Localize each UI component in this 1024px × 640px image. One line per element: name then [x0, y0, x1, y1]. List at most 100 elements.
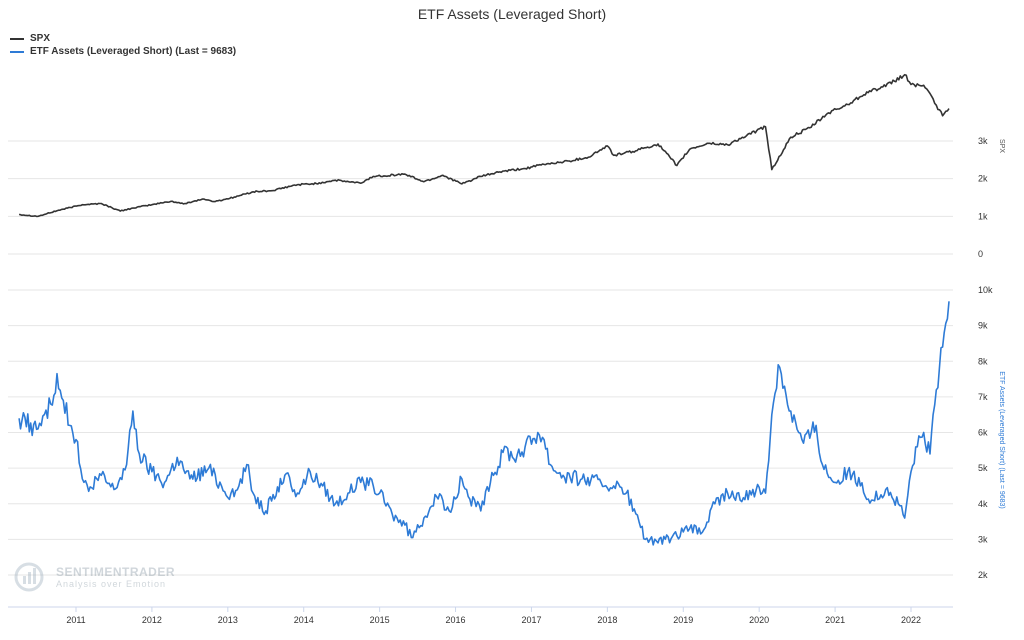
y-tick-label-bottom-5: 7k [978, 392, 988, 402]
data-point-top-21 [423, 181, 425, 183]
data-point-bottom-69 [803, 442, 805, 444]
data-point-bottom-61 [727, 492, 729, 494]
data-point-bottom-38 [448, 510, 450, 512]
data-point-top-43 [828, 112, 830, 114]
y-tick-label-bottom-0: 2k [978, 570, 988, 580]
legend: SPX ETF Assets (Leveraged Short) (Last =… [10, 32, 236, 58]
data-point-bottom-8 [88, 491, 90, 493]
y-axis-title-top: SPX [998, 139, 1005, 153]
y-tick-label-bottom-2: 4k [978, 499, 988, 509]
data-point-top-41 [790, 136, 792, 138]
data-point-bottom-77 [898, 503, 900, 505]
data-point-bottom-51 [600, 482, 602, 484]
series-line-top-0 [18, 73, 950, 218]
x-tick-label-3: 2014 [294, 615, 314, 625]
data-point-top-32 [632, 151, 634, 153]
data-point-bottom-74 [860, 485, 862, 487]
legend-item-spx[interactable]: SPX [10, 32, 236, 45]
data-point-top-0 [18, 214, 20, 216]
data-point-top-31 [613, 155, 615, 157]
data-point-bottom-53 [626, 492, 628, 494]
legend-swatch-etf-assets [10, 50, 24, 53]
data-point-bottom-59 [702, 532, 704, 534]
data-point-bottom-45 [524, 446, 526, 448]
data-point-top-49 [923, 85, 925, 87]
legend-swatch-spx [10, 37, 24, 40]
x-tick-label-1: 2012 [142, 615, 162, 625]
data-point-bottom-23 [265, 510, 267, 512]
data-point-bottom-46 [537, 432, 539, 434]
axis-layer: 0 1k 2k 3k SPX 2k 3k 4k 5k 6k 7k 8k 9k 10k ETF Assets … [8, 136, 1005, 625]
data-point-top-51 [942, 115, 944, 117]
data-point-bottom-10 [113, 489, 115, 491]
data-point-top-14 [271, 190, 273, 192]
legend-item-etf-assets[interactable]: ETF Assets (Leveraged Short) (Last = 968… [10, 45, 236, 58]
data-point-bottom-24 [284, 475, 286, 477]
data-point-top-33 [657, 143, 659, 145]
data-point-bottom-81 [923, 432, 925, 434]
legend-label-etf-assets: ETF Assets (Leveraged Short) (Last = 968… [30, 46, 237, 57]
data-point-top-4 [101, 203, 103, 205]
data-point-top-39 [765, 126, 767, 128]
data-point-bottom-84 [942, 346, 944, 348]
data-point-top-38 [746, 135, 748, 137]
data-point-top-26 [524, 168, 526, 170]
data-point-bottom-48 [550, 464, 552, 466]
data-point-top-40 [771, 169, 773, 171]
x-tick-label-2: 2013 [218, 615, 238, 625]
series-line-bottom-0 [18, 301, 950, 546]
legend-label-spx: SPX [30, 33, 51, 44]
y-tick-label-bottom-6: 8k [978, 356, 988, 366]
data-point-bottom-54 [638, 521, 640, 523]
data-point-bottom-73 [847, 471, 849, 473]
y-tick-label-bottom-1: 3k [978, 534, 988, 544]
data-point-bottom-17 [189, 478, 191, 480]
data-point-bottom-78 [904, 517, 906, 519]
x-tick-label-0: 2011 [66, 615, 85, 625]
data-point-top-22 [442, 175, 444, 177]
data-point-top-23 [461, 183, 463, 185]
data-point-bottom-64 [765, 492, 767, 494]
x-tick-label-9: 2020 [749, 615, 769, 625]
y-tick-label-top-3: 3k [978, 136, 988, 146]
data-point-bottom-19 [221, 485, 223, 487]
data-point-top-20 [404, 173, 406, 175]
data-point-bottom-35 [411, 537, 413, 539]
data-point-bottom-4 [63, 400, 65, 402]
data-point-bottom-22 [252, 492, 254, 494]
data-point-bottom-79 [910, 471, 912, 473]
data-point-top-45 [866, 91, 868, 93]
data-point-bottom-52 [613, 485, 615, 487]
y-tick-label-top-2: 2k [978, 174, 988, 184]
data-point-bottom-49 [562, 475, 564, 477]
x-tick-label-4: 2015 [370, 615, 390, 625]
data-point-top-1 [37, 216, 39, 218]
data-point-bottom-16 [176, 457, 178, 459]
data-point-bottom-20 [233, 496, 235, 498]
data-point-bottom-2 [50, 403, 52, 405]
data-point-bottom-83 [936, 389, 938, 391]
data-point-bottom-75 [872, 499, 874, 501]
data-point-bottom-76 [885, 489, 887, 491]
data-point-bottom-3 [56, 373, 58, 375]
data-point-bottom-50 [581, 478, 583, 480]
data-point-bottom-42 [493, 475, 495, 477]
data-point-bottom-9 [101, 475, 103, 477]
data-point-top-35 [689, 149, 691, 151]
data-point-bottom-5 [69, 425, 71, 427]
data-point-top-46 [885, 86, 887, 88]
data-point-bottom-1 [37, 428, 39, 430]
y-tick-label-top-0: 0 [978, 249, 983, 259]
data-point-top-9 [183, 203, 185, 205]
data-point-top-8 [170, 201, 172, 203]
data-point-top-27 [543, 164, 545, 166]
data-point-bottom-39 [461, 478, 463, 480]
data-point-top-13 [252, 191, 254, 193]
data-point-top-28 [569, 160, 571, 162]
data-point-bottom-44 [512, 457, 514, 459]
data-point-top-30 [607, 145, 609, 147]
data-point-bottom-72 [834, 482, 836, 484]
x-tick-label-7: 2018 [597, 615, 617, 625]
y-axis-title-bottom: ETF Assets (Leveraged Short) (Last = 968… [998, 371, 1005, 509]
